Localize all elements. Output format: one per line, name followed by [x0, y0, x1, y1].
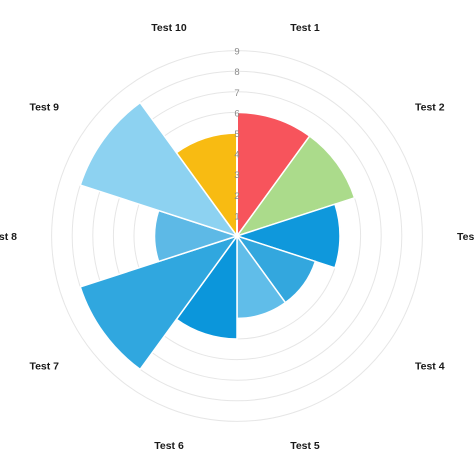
category-label: Test 2: [415, 102, 445, 114]
slice-test-2[interactable]: [235, 134, 356, 238]
tick-label: 7: [234, 88, 239, 99]
tick-label: 4: [234, 150, 239, 161]
category-label: Test 8: [0, 231, 17, 243]
category-label: Test 3: [457, 231, 474, 243]
category-label: Test 10: [151, 22, 187, 34]
tick-label: 5: [234, 129, 239, 140]
category-label: Test 9: [29, 102, 59, 114]
category-label: Test 5: [290, 440, 320, 452]
slice-test-3[interactable]: [234, 203, 341, 269]
category-label: Test 4: [415, 360, 445, 372]
category-labels: Test 1 Test 2 Test 3 Test 4 Test 5 Test 6 Test…: [0, 22, 474, 452]
slices: [79, 101, 356, 371]
category-label: Test 1: [290, 22, 320, 34]
tick-label: 8: [234, 67, 239, 78]
tick-label: 6: [234, 108, 239, 119]
tick-label: 2: [234, 191, 239, 202]
radial-tick-labels: 1 2 3 4 5 6 7 8 9: [234, 47, 240, 236]
slice-test-1[interactable]: [236, 111, 311, 239]
tick-label: 1: [234, 211, 239, 222]
tick-label: 9: [234, 47, 239, 58]
tick-label: 3: [234, 170, 239, 181]
category-label: Test 6: [154, 440, 184, 452]
slice-test-7[interactable]: [79, 234, 239, 371]
slice-test-9[interactable]: [79, 101, 239, 238]
category-label: Test 7: [29, 360, 59, 372]
